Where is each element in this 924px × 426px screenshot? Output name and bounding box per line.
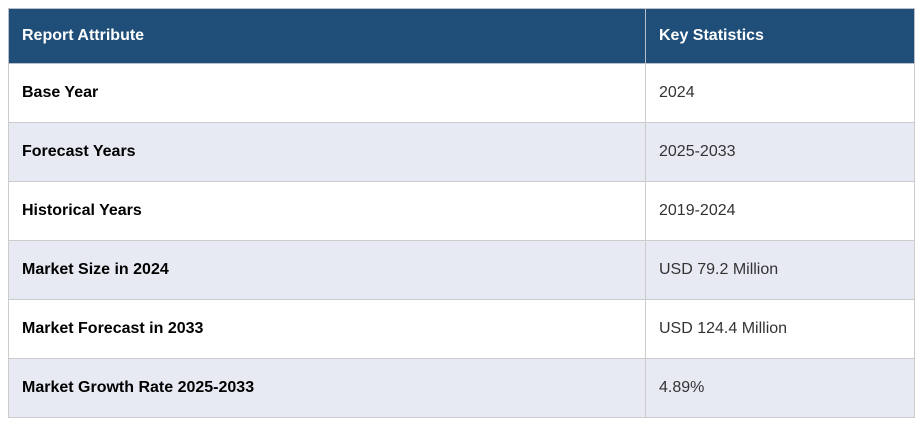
- attribute-cell: Market Forecast in 2033: [8, 299, 646, 359]
- attribute-cell: Base Year: [8, 63, 646, 123]
- report-statistics-table: Report Attribute Key Statistics Base Yea…: [8, 8, 915, 418]
- table-row: Base Year 2024: [8, 63, 915, 123]
- value-cell: USD 124.4 Million: [645, 299, 915, 359]
- attribute-cell: Historical Years: [8, 181, 646, 241]
- value-cell: 2019-2024: [645, 181, 915, 241]
- header-row: Report Attribute Key Statistics: [8, 8, 915, 64]
- table-header: Report Attribute Key Statistics: [8, 8, 915, 64]
- value-cell: 2025-2033: [645, 122, 915, 182]
- attribute-cell: Forecast Years: [8, 122, 646, 182]
- attribute-cell: Market Size in 2024: [8, 240, 646, 300]
- value-cell: USD 79.2 Million: [645, 240, 915, 300]
- table-row: Historical Years 2019-2024: [8, 181, 915, 241]
- table-body: Base Year 2024 Forecast Years 2025-2033 …: [8, 63, 915, 418]
- column-header-report-attribute: Report Attribute: [8, 8, 646, 64]
- value-cell: 2024: [645, 63, 915, 123]
- column-header-key-statistics: Key Statistics: [645, 8, 915, 64]
- table-row: Market Forecast in 2033 USD 124.4 Millio…: [8, 299, 915, 359]
- table-row: Forecast Years 2025-2033: [8, 122, 915, 182]
- attribute-cell: Market Growth Rate 2025-2033: [8, 358, 646, 418]
- table-row: Market Growth Rate 2025-2033 4.89%: [8, 358, 915, 418]
- value-cell: 4.89%: [645, 358, 915, 418]
- table-row: Market Size in 2024 USD 79.2 Million: [8, 240, 915, 300]
